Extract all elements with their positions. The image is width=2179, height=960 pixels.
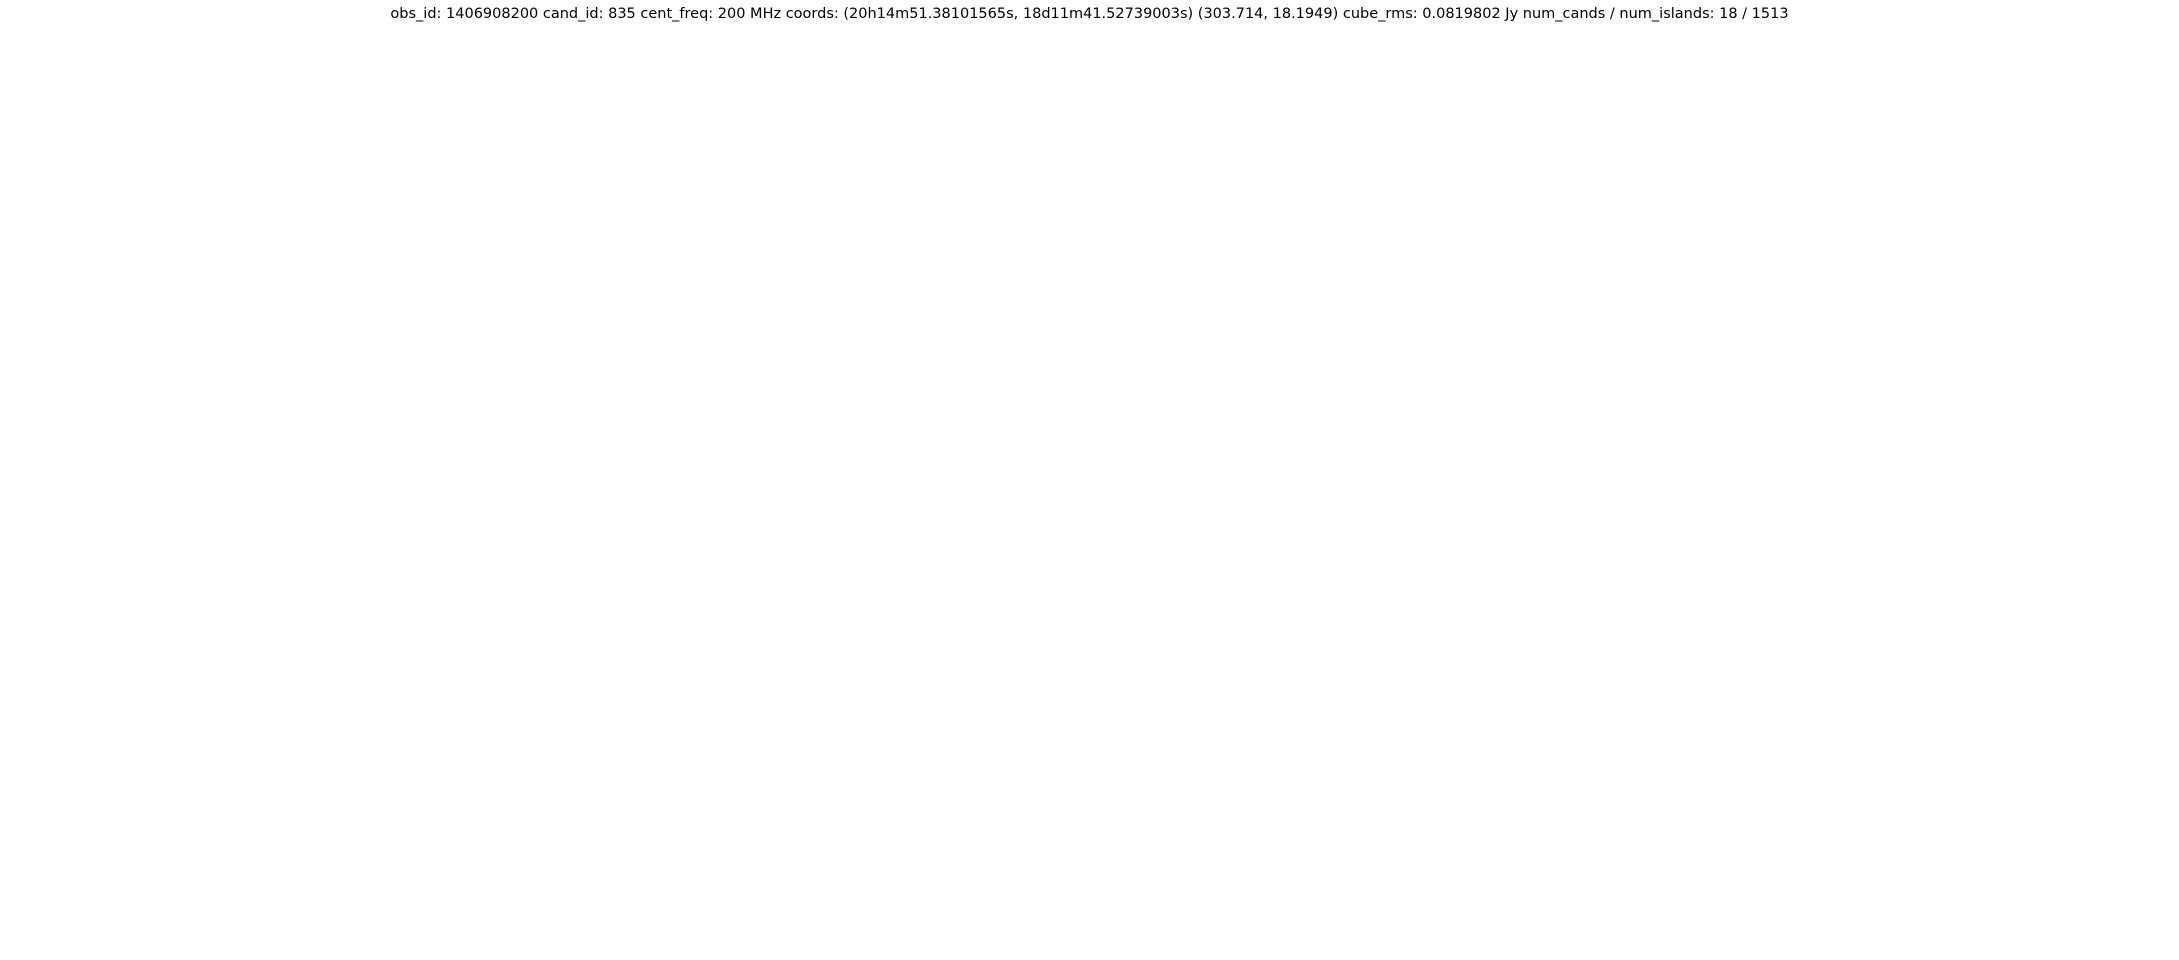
figure-title: obs_id: 1406908200 cand_id: 835 cent_fre… <box>390 6 1789 22</box>
